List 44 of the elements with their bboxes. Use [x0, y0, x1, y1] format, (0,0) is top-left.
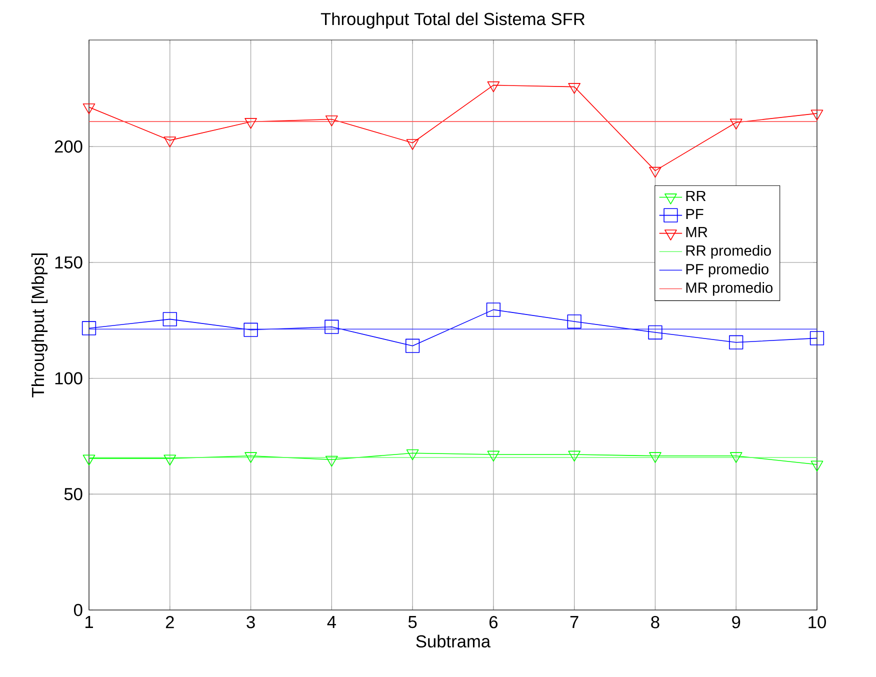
y-tick-label: 0: [74, 604, 82, 616]
point: [244, 452, 257, 463]
x-tick-label: 1: [86, 616, 93, 628]
point: [810, 110, 824, 121]
x-tick-label: 3: [246, 616, 255, 628]
y-tick-label: 100: [55, 372, 82, 384]
x-tick-label: 4: [327, 616, 336, 628]
point: [82, 454, 96, 466]
legend-label: PF promedio: [686, 264, 768, 278]
x-tick-label: 6: [490, 616, 498, 628]
legend-label: MR promedio: [686, 282, 773, 296]
point: [568, 450, 580, 462]
point: [487, 81, 500, 92]
chart-title: Throughput Total del Sistema SFR: [320, 12, 585, 29]
point: [810, 460, 824, 472]
legend-label: PF: [686, 208, 704, 220]
y-axis-title: Throughput [Mbps]: [31, 254, 48, 398]
y-tick-label: 150: [55, 256, 82, 269]
point: [487, 450, 500, 462]
x-tick-label: 5: [408, 616, 417, 628]
legend-label: RR: [686, 190, 706, 202]
x-tick-label: 2: [166, 616, 174, 628]
legend-label: MR: [686, 227, 708, 238]
point: [730, 118, 742, 130]
point: [406, 139, 419, 150]
point: [244, 118, 257, 129]
point: [568, 83, 580, 94]
legend-label: RR promedio: [686, 245, 771, 259]
point: [730, 452, 742, 463]
point: [164, 454, 176, 466]
x-axis-title: Subtrama: [416, 634, 491, 648]
point: [325, 456, 338, 467]
point: [82, 103, 96, 114]
y-tick-label: 50: [64, 488, 82, 500]
point: [649, 166, 662, 178]
point: [649, 452, 662, 463]
point: [325, 116, 338, 126]
point: [164, 136, 176, 148]
y-tick-label: 200: [54, 140, 82, 153]
x-tick-label: 8: [651, 616, 660, 628]
x-tick-label: 7: [570, 616, 578, 628]
point: [406, 449, 419, 460]
x-tick-label: 9: [732, 616, 740, 628]
x-tick-label: 10: [808, 616, 826, 628]
